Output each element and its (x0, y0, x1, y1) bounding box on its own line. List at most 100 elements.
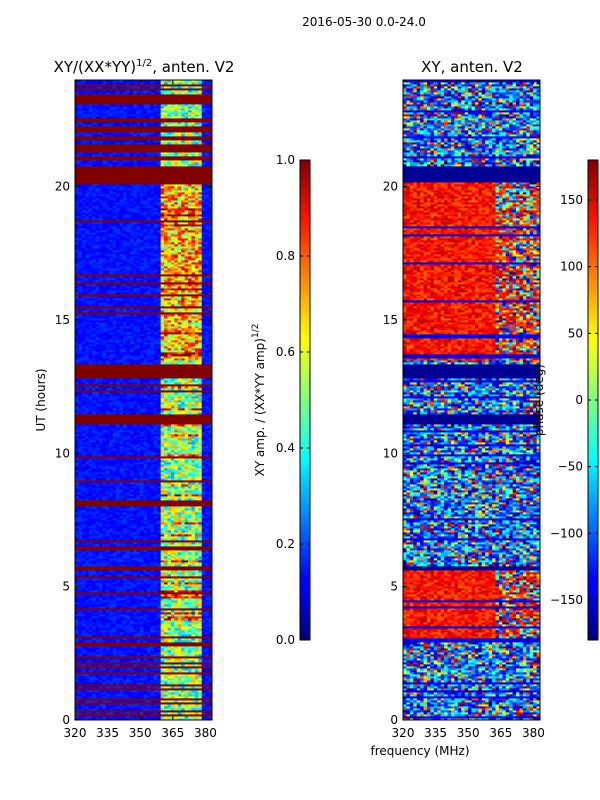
heatmap-cell (143, 582, 148, 585)
heatmap-cell (81, 638, 86, 641)
heatmap-cell (122, 662, 127, 665)
heatmap-cell (160, 648, 165, 651)
heatmap-cell (184, 660, 189, 663)
heatmap-cell (119, 694, 124, 697)
heatmap-cell (109, 568, 114, 571)
heatmap-cell (153, 556, 158, 559)
heatmap-cell (188, 680, 192, 683)
heatmap-cell (201, 666, 206, 669)
heatmap-cell (75, 564, 79, 567)
heatmap-cell (157, 678, 162, 681)
heatmap-cell (81, 656, 86, 659)
heatmap-cell (150, 604, 155, 607)
heatmap-cell (146, 576, 151, 579)
heatmap-cell (122, 566, 127, 569)
heatmap-cell (150, 678, 155, 681)
heatmap-cell (167, 608, 172, 611)
heatmap-cell (198, 690, 203, 693)
heatmap-cell (201, 708, 206, 711)
heatmap-cell (78, 550, 83, 553)
heatmap-cell (157, 570, 162, 573)
heatmap-cell (167, 638, 172, 641)
heatmap-cell (119, 616, 124, 619)
heatmap-cell (133, 626, 138, 629)
heatmap-cell (112, 690, 117, 693)
heatmap-cell (157, 714, 162, 717)
heatmap-cell (150, 712, 155, 715)
heatmap-cell (188, 678, 192, 681)
heatmap-cell (129, 638, 134, 641)
heatmap-cell (122, 668, 127, 671)
heatmap-cell (126, 696, 131, 699)
heatmap-cell (170, 556, 175, 559)
heatmap-cell (95, 688, 100, 691)
heatmap-cell (136, 698, 141, 701)
heatmap-cell (133, 680, 138, 683)
heatmap-cell (191, 616, 196, 619)
heatmap-cell (208, 618, 213, 621)
heatmap-cell (102, 570, 107, 573)
heatmap-cell (170, 572, 175, 575)
heatmap-cell (119, 698, 124, 701)
heatmap-cell (88, 610, 93, 613)
heatmap-cell (164, 704, 168, 707)
heatmap-cell (102, 642, 107, 645)
heatmap-cell (112, 600, 117, 603)
heatmap-cell (88, 646, 93, 649)
heatmap-cell (119, 642, 124, 645)
heatmap-cell (88, 584, 93, 587)
heatmap-cell (184, 636, 189, 639)
heatmap-cell (194, 716, 199, 719)
heatmap-cell (75, 576, 79, 579)
heatmap-cell (181, 676, 185, 679)
heatmap-cell (160, 704, 165, 707)
heatmap-cell (122, 604, 127, 607)
heatmap-cell (198, 600, 203, 603)
heatmap-cell (75, 562, 79, 565)
heatmap-cell (98, 708, 103, 711)
heatmap-cell (167, 622, 172, 625)
heatmap-cell (109, 698, 114, 701)
heatmap-cell (177, 686, 182, 689)
heatmap-cell (150, 586, 155, 589)
heatmap-cell (198, 620, 203, 623)
heatmap-cell (167, 676, 172, 679)
heatmap-cell (92, 592, 96, 595)
heatmap-cell (95, 606, 100, 609)
heatmap-cell (119, 574, 124, 577)
heatmap-cell (92, 648, 96, 651)
heatmap-cell (177, 670, 182, 673)
heatmap-cell (194, 686, 199, 689)
heatmap-cell (92, 550, 96, 553)
heatmap-cell (143, 596, 148, 599)
heatmap-cell (198, 612, 203, 615)
heatmap-cell (191, 654, 196, 657)
heatmap-cell (98, 680, 103, 683)
heatmap-cell (201, 714, 206, 717)
heatmap-cell (105, 666, 110, 669)
heatmap-cell (198, 706, 203, 709)
heatmap-cell (78, 676, 83, 679)
heatmap-cell (102, 700, 107, 703)
heatmap-cell (194, 624, 199, 627)
heatmap-cell (75, 588, 79, 591)
heatmap-cell (75, 664, 79, 667)
heatmap-cell (143, 598, 148, 601)
heatmap-cell (198, 626, 203, 629)
heatmap-cell (174, 618, 179, 621)
heatmap-cell (201, 704, 206, 707)
heatmap-cell (140, 618, 144, 621)
heatmap-cell (150, 592, 155, 595)
heatmap-cell (181, 652, 185, 655)
heatmap-cell (146, 702, 151, 705)
heatmap-cell (122, 654, 127, 657)
heatmap-cell (75, 710, 79, 713)
heatmap-cell (153, 622, 158, 625)
heatmap-cell (208, 646, 213, 649)
heatmap-cell (146, 586, 151, 589)
heatmap-cell (143, 700, 148, 703)
heatmap-cell (194, 622, 199, 625)
heatmap-cell (201, 588, 206, 591)
heatmap-cell (143, 686, 148, 689)
heatmap-cell (160, 672, 165, 675)
